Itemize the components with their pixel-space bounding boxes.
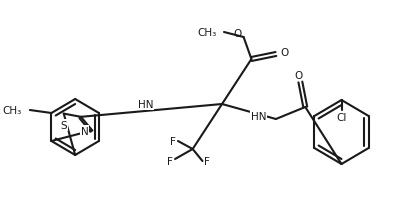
Text: N: N bbox=[81, 127, 88, 137]
Text: O: O bbox=[281, 48, 289, 58]
Text: F: F bbox=[170, 136, 176, 146]
Text: O: O bbox=[233, 29, 241, 39]
Text: HN: HN bbox=[138, 100, 153, 110]
Text: CH₃: CH₃ bbox=[3, 105, 22, 115]
Text: F: F bbox=[167, 156, 173, 166]
Text: S: S bbox=[61, 120, 67, 130]
Text: Cl: Cl bbox=[336, 112, 346, 122]
Text: F: F bbox=[204, 156, 210, 166]
Text: CH₃: CH₃ bbox=[197, 28, 216, 38]
Text: O: O bbox=[294, 71, 302, 81]
Text: HN: HN bbox=[251, 112, 267, 122]
